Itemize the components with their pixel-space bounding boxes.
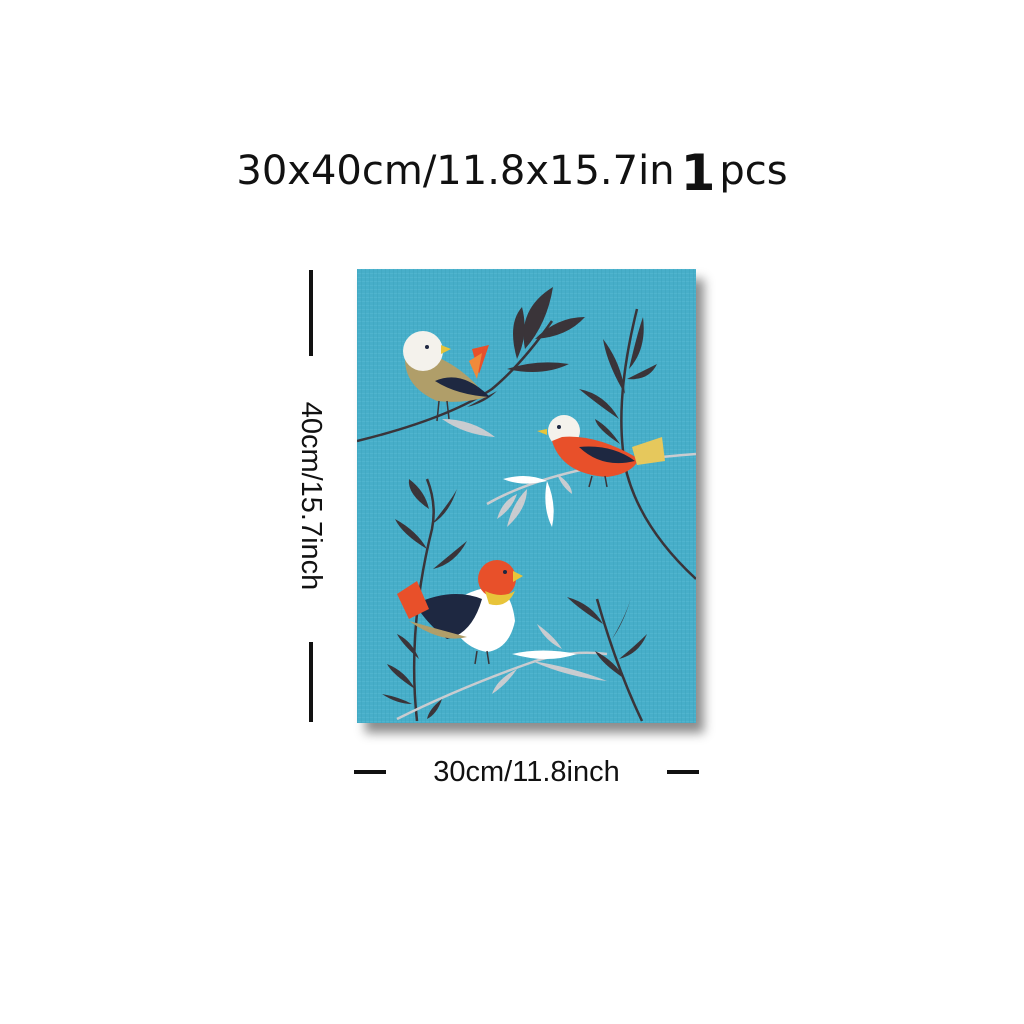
width-bar-left — [354, 770, 386, 774]
branch-left-lower — [382, 478, 467, 722]
width-label: 30cm/11.8inch — [433, 756, 620, 788]
height-label: 40cm/15.7inch — [295, 401, 327, 591]
size-title: 30x40cm/11.8x15.7in 1 pcs — [0, 138, 1024, 202]
bird-white-orange — [397, 560, 523, 665]
branch-top-left — [357, 287, 585, 443]
bird-painting — [357, 269, 696, 723]
width-bar-right — [667, 770, 699, 774]
branch-right-lower — [567, 594, 647, 722]
quantity-number: 1 — [680, 144, 716, 202]
height-bar-bottom — [309, 642, 313, 722]
size-text: 30x40cm/11.8x15.7in — [236, 148, 675, 194]
bird-orange — [537, 415, 665, 488]
branch-right — [579, 308, 696, 580]
bird-olive — [403, 331, 490, 422]
height-dimension: 40cm/15.7inch — [295, 270, 327, 722]
height-bar-top — [309, 270, 313, 356]
quantity-unit: pcs — [719, 148, 788, 194]
branch-bottom — [396, 624, 608, 721]
canvas-artwork — [357, 269, 696, 723]
width-dimension: 30cm/11.8inch — [354, 757, 699, 787]
